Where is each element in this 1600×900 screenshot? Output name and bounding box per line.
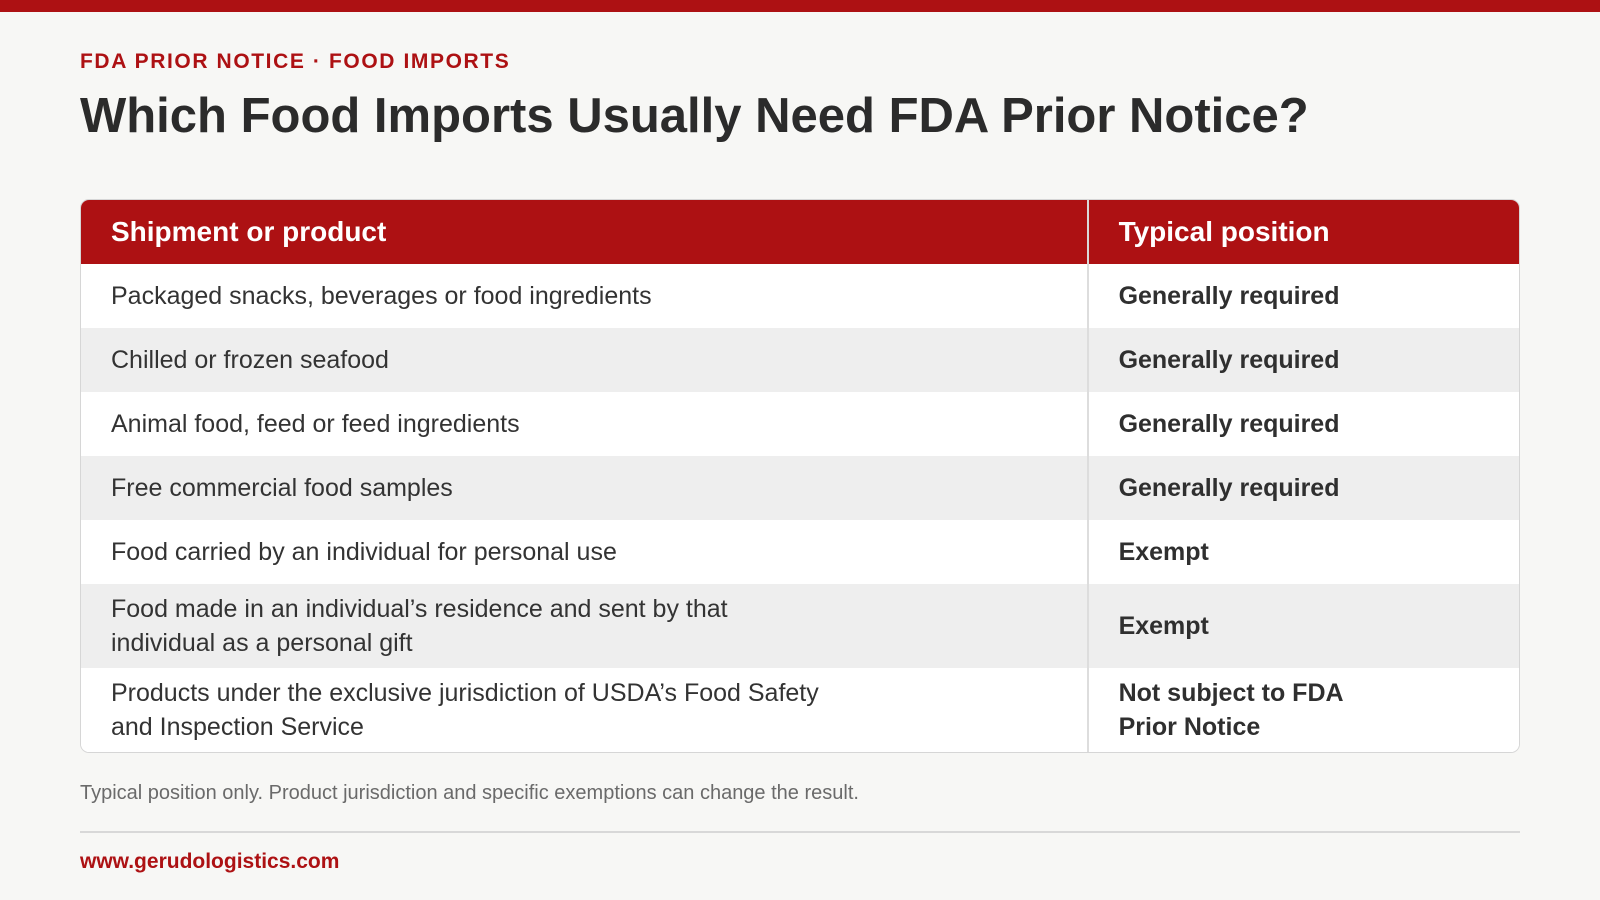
table-row: Food carried by an individual for person… <box>81 520 1519 584</box>
product-cell: Food carried by an individual for person… <box>81 520 1089 584</box>
page-title: Which Food Imports Usually Need FDA Prio… <box>80 89 1309 143</box>
position-cell: Generally required <box>1118 346 1340 374</box>
position-cell: Generally required <box>1118 410 1340 438</box>
table-row: Packaged snacks, beverages or food ingre… <box>81 264 1519 328</box>
top-accent-bar <box>0 0 1600 12</box>
table-row: Chilled or frozen seafood Generally requ… <box>81 328 1519 392</box>
column-header-product: Shipment or product <box>81 200 1089 264</box>
position-cell: Generally required <box>1118 282 1340 310</box>
position-cell: Exempt <box>1118 538 1209 566</box>
table-row: Free commercial food samples Generally r… <box>81 456 1519 520</box>
website-link[interactable]: www.gerudologistics.com <box>80 850 340 873</box>
product-cell: Packaged snacks, beverages or food ingre… <box>81 264 1089 328</box>
product-cell: Food made in an individual’s residence a… <box>81 584 1089 668</box>
position-cell: Exempt <box>1118 612 1209 640</box>
product-cell: Chilled or frozen seafood <box>81 328 1089 392</box>
kicker-label: FDA PRIOR NOTICE · FOOD IMPORTS <box>80 50 511 73</box>
table-header: Shipment or product Typical position <box>81 200 1519 264</box>
column-header-position: Typical position <box>1118 216 1330 247</box>
table-row: Food made in an individual’s residence a… <box>81 584 1519 668</box>
product-cell: Animal food, feed or feed ingredients <box>81 392 1089 456</box>
footer-divider <box>80 831 1520 833</box>
table-row: Animal food, feed or feed ingredients Ge… <box>81 392 1519 456</box>
footnote: Typical position only. Product jurisdict… <box>80 782 859 804</box>
product-cell: Free commercial food samples <box>81 456 1089 520</box>
position-cell: Not subject to FDA Prior Notice <box>1118 679 1343 741</box>
position-cell: Generally required <box>1118 474 1340 502</box>
product-cell: Products under the exclusive jurisdictio… <box>81 668 1089 752</box>
prior-notice-table: Shipment or product Typical position Pac… <box>80 199 1520 753</box>
table-row: Products under the exclusive jurisdictio… <box>81 668 1519 752</box>
